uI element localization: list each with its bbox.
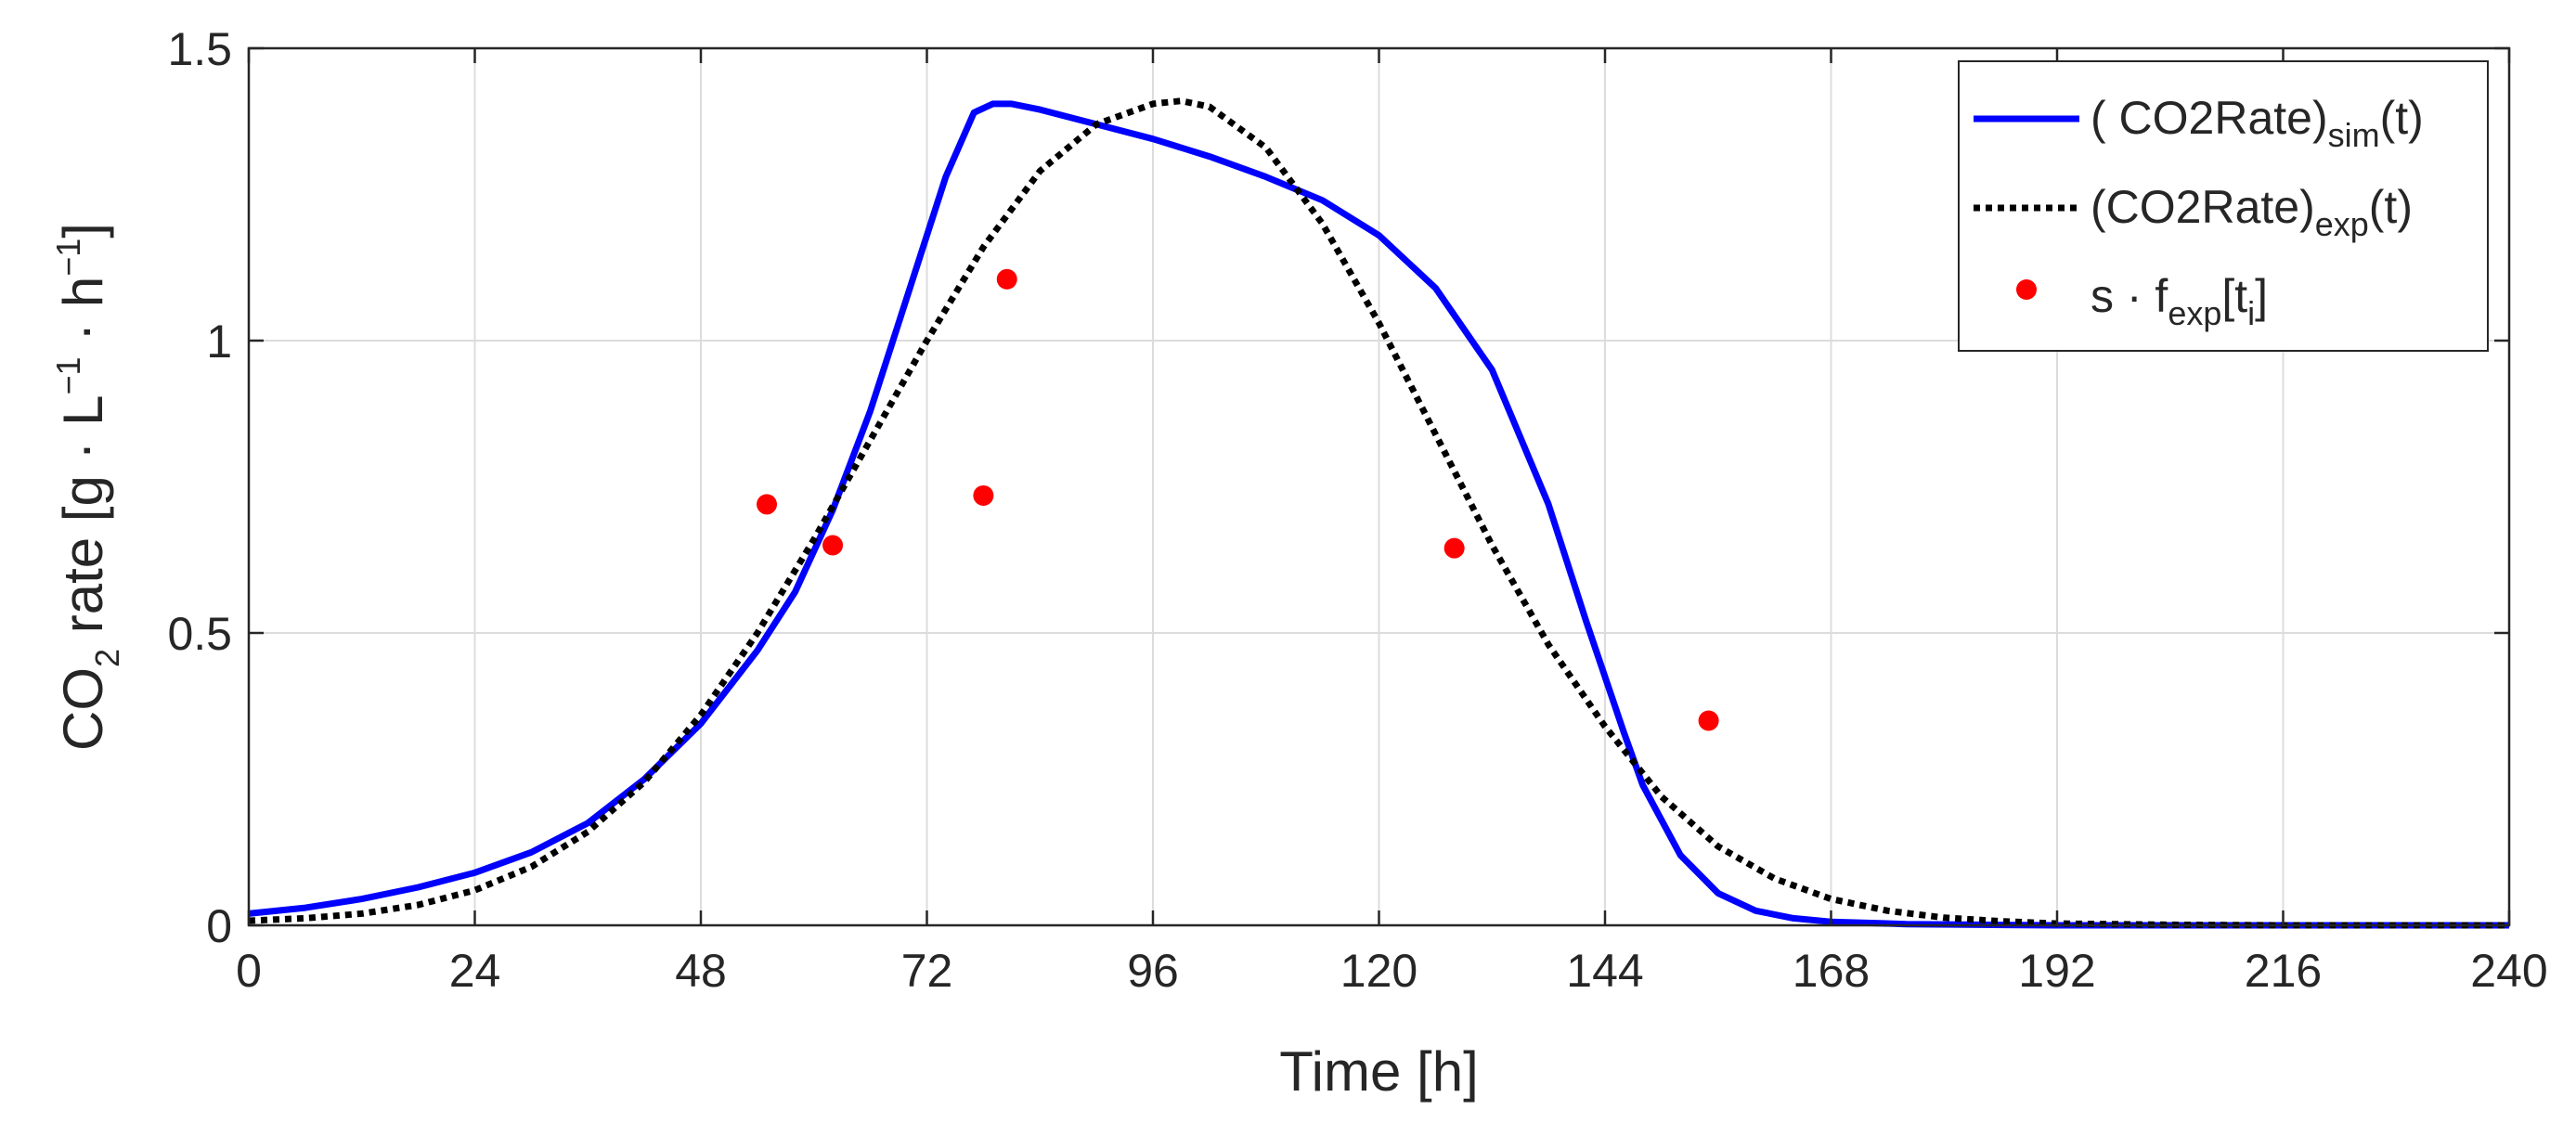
- y-axis-label-sub: 2: [88, 649, 126, 667]
- legend: ( CO2Rate)sim(t) (CO2Rate)exp(t) s · fex…: [1958, 60, 2489, 352]
- y-tick-label: 0: [206, 900, 232, 952]
- legend-label-points-pre: s · f: [2091, 270, 2168, 322]
- data-point-points: [757, 494, 778, 515]
- y-axis-label-post: ]: [52, 223, 114, 239]
- legend-label-points: s · fexp[ti]: [2091, 270, 2268, 332]
- series-line-sim: [248, 100, 2509, 929]
- plot-series: [248, 97, 2509, 929]
- legend-label-exp-sub: exp: [2315, 205, 2369, 243]
- y-axis-label: CO2 rate [g · L−1 · h−1]: [49, 223, 126, 751]
- series-line-exp: [248, 97, 2509, 929]
- x-tick-label: 48: [675, 945, 727, 997]
- y-tick-label: 0.5: [167, 608, 232, 660]
- legend-label-sim-post: (t): [2380, 92, 2424, 144]
- y-axis-label-mid2: · h: [52, 277, 114, 357]
- y-axis-label-sup2: −1: [49, 239, 87, 277]
- data-point-points: [1698, 710, 1719, 731]
- legend-label-exp-pre: (CO2Rate): [2091, 181, 2315, 233]
- y-axis-label-mid: rate [g · L: [52, 394, 114, 648]
- x-tick-label: 0: [236, 945, 262, 997]
- grid-lines: [249, 48, 2509, 925]
- x-tick-label: 120: [1340, 945, 1417, 997]
- legend-marker-points: [2016, 279, 2037, 300]
- x-tick-label: 168: [1793, 945, 1870, 997]
- data-point-points: [973, 484, 994, 506]
- data-point-points: [1443, 537, 1465, 559]
- x-tick-label: 72: [901, 945, 953, 997]
- y-tick-label: 1: [206, 316, 232, 368]
- legend-label-sim-sub: sim: [2328, 116, 2380, 154]
- x-tick-label: 144: [1566, 945, 1643, 997]
- legend-label-exp-post: (t): [2369, 181, 2413, 233]
- x-tick-label: 240: [2470, 945, 2547, 997]
- x-tick-label: 216: [2245, 945, 2322, 997]
- legend-label-exp: (CO2Rate)exp(t): [2091, 181, 2413, 243]
- x-tick-label: 24: [449, 945, 501, 997]
- legend-label-sim: ( CO2Rate)sim(t): [2091, 92, 2424, 154]
- legend-label-points-sub2: i: [2247, 294, 2255, 332]
- y-tick-label: 1.5: [167, 23, 232, 75]
- y-axis-label-sup1: −1: [49, 356, 87, 394]
- legend-label-points-post: [t: [2221, 270, 2247, 322]
- axis-ticks: 0 24 48 72 96 120 144 168 192 216 240 0 0.5 1 1.5: [167, 23, 2547, 997]
- x-tick-label: 96: [1127, 945, 1179, 997]
- x-axis-label: Time [h]: [1279, 1040, 1478, 1103]
- x-tick-label: 192: [2018, 945, 2095, 997]
- data-point-points: [822, 535, 844, 556]
- legend-label-points-post2: ]: [2255, 270, 2268, 322]
- legend-label-points-sub: exp: [2168, 294, 2221, 332]
- data-point-points: [996, 268, 1017, 290]
- legend-label-sim-pre: ( CO2Rate): [2091, 92, 2328, 144]
- y-axis-label-pre: CO: [52, 667, 114, 751]
